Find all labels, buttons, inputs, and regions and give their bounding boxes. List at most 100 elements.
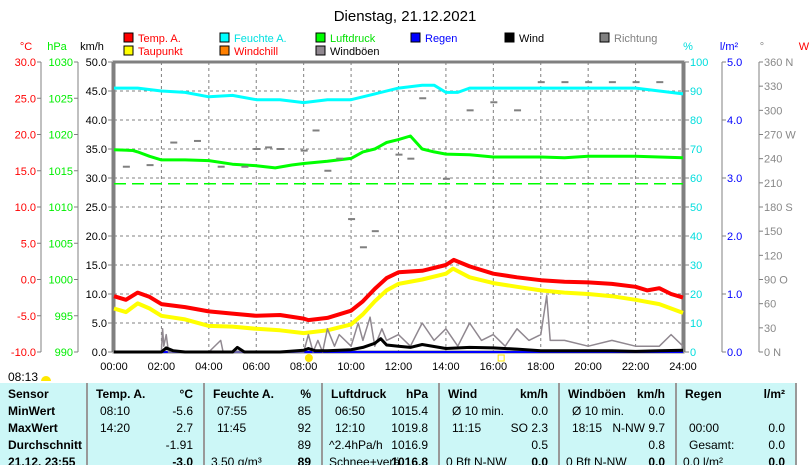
wind-tick-label: 20.0 <box>86 231 107 243</box>
x-tick-label: 12:00 <box>385 361 413 373</box>
legend-swatch <box>219 45 230 56</box>
legend-label-2: Luftdruck <box>330 33 376 45</box>
direction-mark <box>170 141 178 144</box>
pressure-tick-label: 1010 <box>49 202 73 214</box>
temp-tick-label: 30.0 <box>15 57 36 69</box>
x-tick-label: 00:00 <box>100 361 128 373</box>
humidity-tick-label: 70 <box>690 144 702 156</box>
pressure-tick-label: 1030 <box>49 57 73 69</box>
direction-mark <box>300 149 308 152</box>
table-cell-value: 0.0 <box>531 455 548 465</box>
direction-mark <box>656 81 664 84</box>
table-header-unit: km/h <box>519 387 548 401</box>
humidity-tick-label: 20 <box>690 289 702 301</box>
direction-mark <box>537 81 545 84</box>
series-temp-a- <box>113 257 684 323</box>
x-tick-label: 08:00 <box>290 361 318 373</box>
direction-mark <box>442 177 450 180</box>
table-header-label: Wind <box>448 387 478 401</box>
wind-tick-label: 30.0 <box>86 173 107 185</box>
table-header-unit: % <box>300 387 311 401</box>
direction-tick-label: 360 N <box>764 57 793 69</box>
direction-mark <box>336 157 344 160</box>
series-wind <box>114 337 684 354</box>
direction-mark <box>348 218 356 221</box>
table-row-label: MinWert <box>8 404 56 418</box>
table-cell-time: Gesamt: <box>689 438 735 452</box>
rain-tick-label: 1.0 <box>727 289 742 301</box>
table-column <box>323 383 440 465</box>
legend-label-6: Taupunkt <box>138 46 183 58</box>
table-cell-value: 0.0 <box>768 455 785 465</box>
legend-swatch <box>219 32 230 43</box>
direction-mark <box>371 230 379 233</box>
humidity-tick-label: 10 <box>690 318 702 330</box>
direction-mark <box>241 165 249 168</box>
table-cell-time: Schnee+verä <box>329 455 401 465</box>
table-header-unit: °C <box>179 387 193 401</box>
legend-label-0: Temp. A. <box>138 33 181 45</box>
pressure-tick-label: 1015 <box>49 166 73 178</box>
legend-swatch <box>315 45 326 56</box>
table-cell-value: N-NW 9.7 <box>612 421 665 435</box>
table-column <box>677 383 797 465</box>
table-column <box>0 383 88 465</box>
legend-swatch <box>123 45 134 56</box>
wind-tick-label: 25.0 <box>86 202 107 214</box>
humidity-tick-label: 0 <box>690 347 696 359</box>
table-header-unit: l/m² <box>763 387 785 401</box>
wind-tick-label: 45.0 <box>86 86 107 98</box>
direction-tick-label: 90 O <box>764 275 788 287</box>
table-cell-time: 00:00 <box>689 421 720 435</box>
direction-tick-label: 210 <box>764 178 782 190</box>
table-cell-value: -5.6 <box>172 404 193 418</box>
legend-swatch <box>504 32 515 43</box>
chart-title: Dienstag, 21.12.2021 <box>334 8 477 25</box>
direction-mark <box>276 148 284 150</box>
table-cell-value: 92 <box>297 421 311 435</box>
table-header-label: Regen <box>685 387 722 401</box>
x-tick-label: 04:00 <box>195 361 223 373</box>
direction-mark <box>265 146 273 149</box>
rain-tick-label: 5.0 <box>727 57 742 69</box>
temp-tick-label: -5.0 <box>17 311 36 323</box>
pressure-tick-label: 990 <box>55 347 73 359</box>
direction-tick-label: 60 <box>764 299 776 311</box>
table-cell-time: 07:55 <box>217 404 248 418</box>
table-cell-time: 12:10 <box>335 421 366 435</box>
direction-mark <box>217 165 225 168</box>
table-header-unit: hPa <box>405 387 428 401</box>
wind-tick-label: 50.0 <box>86 57 107 69</box>
table-cell-value: 0.0 <box>648 455 665 465</box>
table-cell-time: 08:10 <box>100 404 131 418</box>
direction-mark <box>122 165 130 168</box>
table-cell-time: ^2.4hPa/h <box>329 438 383 452</box>
table-cell-value: 1016.8 <box>391 455 428 465</box>
temp-tick-label: 0.0 <box>21 275 36 287</box>
legend-swatch <box>315 32 326 43</box>
direction-tick-label: 180 S <box>764 202 793 214</box>
direction-tick-label: 270 W <box>764 130 796 142</box>
direction-tick-label: 240 <box>764 154 782 166</box>
unit-label-pressure: hPa <box>47 41 67 53</box>
wind-tick-label: 10.0 <box>86 289 107 301</box>
direction-mark <box>193 139 201 142</box>
table-cell-value: 85 <box>297 404 311 418</box>
wind-tick-label: 40.0 <box>86 115 107 127</box>
direction-mark <box>407 157 415 160</box>
humidity-tick-label: 40 <box>690 231 702 243</box>
sunrise-icon <box>41 376 52 381</box>
table-cell-time: 11:45 <box>217 421 247 435</box>
legend-label-1: Feuchte A. <box>234 33 287 45</box>
table-cell-time: Ø 10 min. <box>452 404 505 418</box>
humidity-tick-label: 30 <box>690 260 702 272</box>
table-header-label: Temp. A. <box>96 387 146 401</box>
table-cell-time: Ø 10 min. <box>572 404 625 418</box>
sunset-marker-icon <box>497 354 505 362</box>
x-tick-label: 22:00 <box>622 361 650 373</box>
legend-label-8: Windböen <box>330 46 380 58</box>
table-cell-value: 0.0 <box>531 404 548 418</box>
table-cell-value: SO 2.3 <box>510 421 548 435</box>
temp-tick-label: 20.0 <box>15 130 36 142</box>
table-cell-value: 0.0 <box>648 404 665 418</box>
